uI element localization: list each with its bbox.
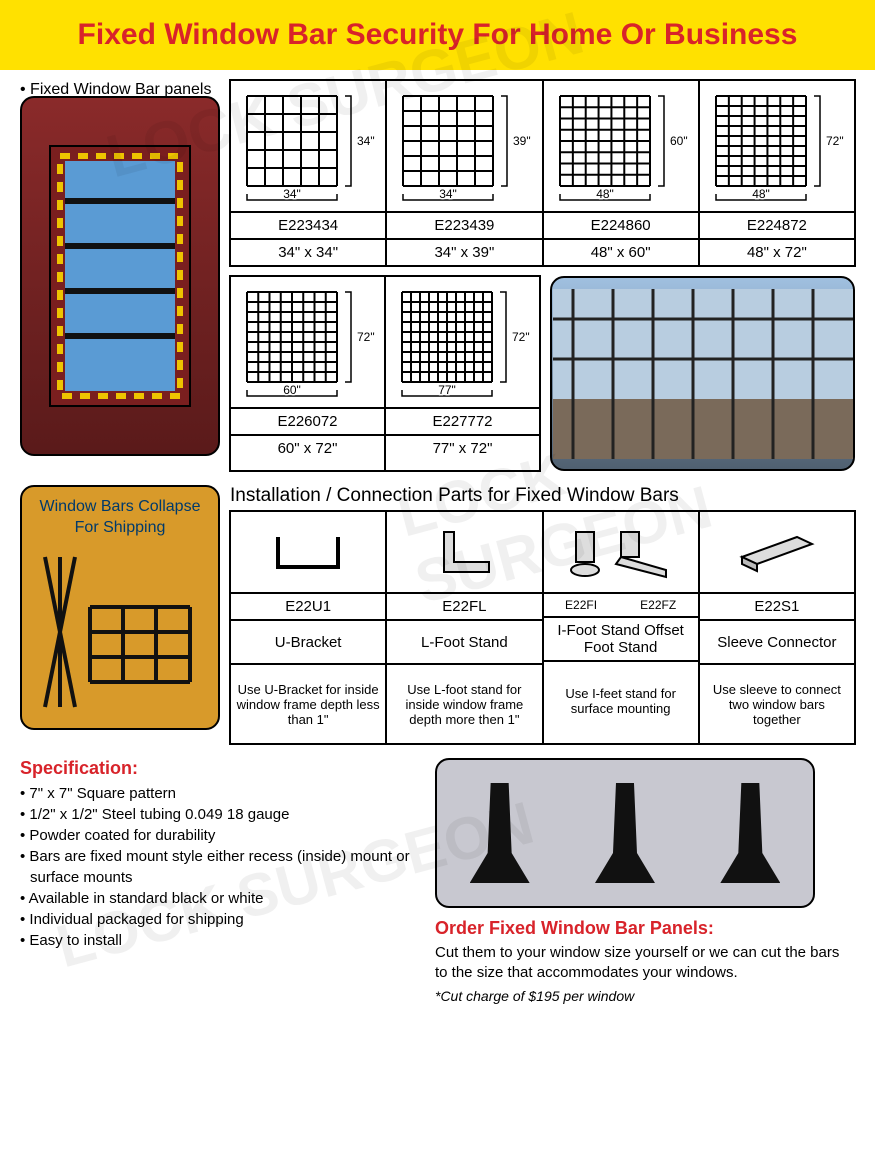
part-name: I-Foot Stand Offset Foot Stand xyxy=(544,616,698,660)
order-text: Cut them to your window size yourself or… xyxy=(435,943,855,984)
page-title: Fixed Window Bar Security For Home Or Bu… xyxy=(0,18,875,52)
svg-text:77": 77" xyxy=(438,383,456,397)
spec-item: 1/2" x 1/2" Steel tubing 0.049 18 gauge xyxy=(20,804,415,825)
spec-list: 7" x 7" Square pattern1/2" x 1/2" Steel … xyxy=(20,783,415,951)
svg-text:34": 34" xyxy=(357,134,375,148)
svg-text:34": 34" xyxy=(440,187,458,201)
foot-shape-icon xyxy=(720,783,780,883)
spec-item: Easy to install xyxy=(20,930,415,951)
part-desc: Use U-Bracket for inside window frame de… xyxy=(231,663,385,743)
size-sku: E227772 xyxy=(386,407,539,434)
size-sku: E224860 xyxy=(544,211,698,238)
part-icon xyxy=(700,512,854,592)
row2: 60" 72" E226072 60" x 72" 77" 72" E22777… xyxy=(20,276,855,471)
order-block: Order Fixed Window Bar Panels: Cut them … xyxy=(435,758,855,1005)
svg-text:48": 48" xyxy=(596,187,614,201)
parts-grid: E22U1 U-Bracket Use U-Bracket for inside… xyxy=(230,511,855,744)
size-dim: 34" x 34" xyxy=(231,238,385,265)
size-dim: 60" x 72" xyxy=(231,434,384,461)
part-icon xyxy=(544,512,698,592)
size-grid-top: 34" 34" E223434 34" x 34" 34" 39" E22343… xyxy=(230,80,855,266)
foot-shape-icon xyxy=(595,783,655,883)
part-sku: E22S1 xyxy=(700,592,854,619)
parts-title: Installation / Connection Parts for Fixe… xyxy=(230,485,855,507)
size-cell: 48" 72" E224872 48" x 72" xyxy=(698,79,856,267)
svg-text:72": 72" xyxy=(357,330,375,344)
size-sku: E223434 xyxy=(231,211,385,238)
size-dim: 48" x 72" xyxy=(700,238,854,265)
collapse-illustration xyxy=(35,547,205,717)
title-bar: Fixed Window Bar Security For Home Or Bu… xyxy=(0,0,875,70)
parts-right: Installation / Connection Parts for Fixe… xyxy=(230,485,855,744)
size-cell: 34" 34" E223434 34" x 34" xyxy=(229,79,387,267)
product-photo-door xyxy=(20,96,220,456)
part-name: Sleeve Connector xyxy=(700,619,854,663)
spec-item: Available in standard black or white xyxy=(20,888,415,909)
size-cell: 77" 72" E227772 77" x 72" xyxy=(384,275,541,472)
svg-text:60": 60" xyxy=(670,134,688,148)
storefront-bars-illustration xyxy=(553,289,853,459)
svg-text:72": 72" xyxy=(826,134,844,148)
part-name: U-Bracket xyxy=(231,619,385,663)
size-cell: 48" 60" E224860 48" x 60" xyxy=(542,79,700,267)
parts-cell: E22FL L-Foot Stand Use L-foot stand for … xyxy=(385,510,543,745)
size-cell: 34" 39" E223439 34" x 39" xyxy=(385,79,543,267)
svg-text:39": 39" xyxy=(513,134,531,148)
spec-item: Individual packaged for shipping xyxy=(20,909,415,930)
parts-cell: E22U1 U-Bracket Use U-Bracket for inside… xyxy=(229,510,387,745)
spec-block: Specification: 7" x 7" Square pattern1/2… xyxy=(20,758,415,1005)
bottom-section: Specification: 7" x 7" Square pattern1/2… xyxy=(20,758,855,1005)
feet-photo xyxy=(435,758,815,908)
part-desc: Use sleeve to connect two window bars to… xyxy=(700,663,854,743)
parts-cell: E22FIE22FZ I-Foot Stand Offset Foot Stan… xyxy=(542,510,700,745)
svg-text:34": 34" xyxy=(283,187,301,201)
door-bars-illustration xyxy=(40,136,200,416)
svg-text:48": 48" xyxy=(752,187,770,201)
part-sku: E22FL xyxy=(387,592,541,619)
spec-item: 7" x 7" Square pattern xyxy=(20,783,415,804)
parts-cell: E22S1 Sleeve Connector Use sleeve to con… xyxy=(698,510,856,745)
size-grid-icon: 48" 60" xyxy=(544,81,698,211)
spec-item: Bars are fixed mount style either recess… xyxy=(20,846,415,888)
part-icon xyxy=(231,512,385,592)
size-sku: E226072 xyxy=(231,407,384,434)
part-name: L-Foot Stand xyxy=(387,619,541,663)
collapse-shipping-box: Window Bars Collapse For Shipping xyxy=(20,485,220,730)
spec-item: Powder coated for durability xyxy=(20,825,415,846)
part-desc: Use L-foot stand for inside window frame… xyxy=(387,663,541,743)
order-note: *Cut charge of $195 per window xyxy=(435,987,855,1006)
foot-shape-icon xyxy=(470,783,530,883)
size-grid-icon: 60" 72" xyxy=(231,277,384,407)
size-dim: 77" x 72" xyxy=(386,434,539,461)
size-dim: 34" x 39" xyxy=(387,238,541,265)
svg-text:60": 60" xyxy=(283,383,301,397)
size-cell: 60" 72" E226072 60" x 72" xyxy=(229,275,386,472)
size-grid-icon: 34" 39" xyxy=(387,81,541,211)
size-grid-icon: 34" 34" xyxy=(231,81,385,211)
part-sku: E22FIE22FZ xyxy=(544,592,698,616)
parts-section: Window Bars Collapse For Shipping Instal… xyxy=(20,485,855,744)
size-sku: E224872 xyxy=(700,211,854,238)
order-title: Order Fixed Window Bar Panels: xyxy=(435,918,855,939)
size-grid-bottom: 60" 72" E226072 60" x 72" 77" 72" E22777… xyxy=(230,276,540,471)
part-icon xyxy=(387,512,541,592)
size-sku: E223439 xyxy=(387,211,541,238)
spec-title: Specification: xyxy=(20,758,415,779)
product-photo-storefront xyxy=(550,276,855,471)
size-dim: 48" x 60" xyxy=(544,238,698,265)
svg-text:72": 72" xyxy=(512,330,530,344)
part-desc: Use I-feet stand for surface mounting xyxy=(544,660,698,740)
part-sku: E22U1 xyxy=(231,592,385,619)
size-grid-icon: 48" 72" xyxy=(700,81,854,211)
collapse-label: Window Bars Collapse For Shipping xyxy=(32,497,208,539)
size-grid-icon: 77" 72" xyxy=(386,277,539,407)
